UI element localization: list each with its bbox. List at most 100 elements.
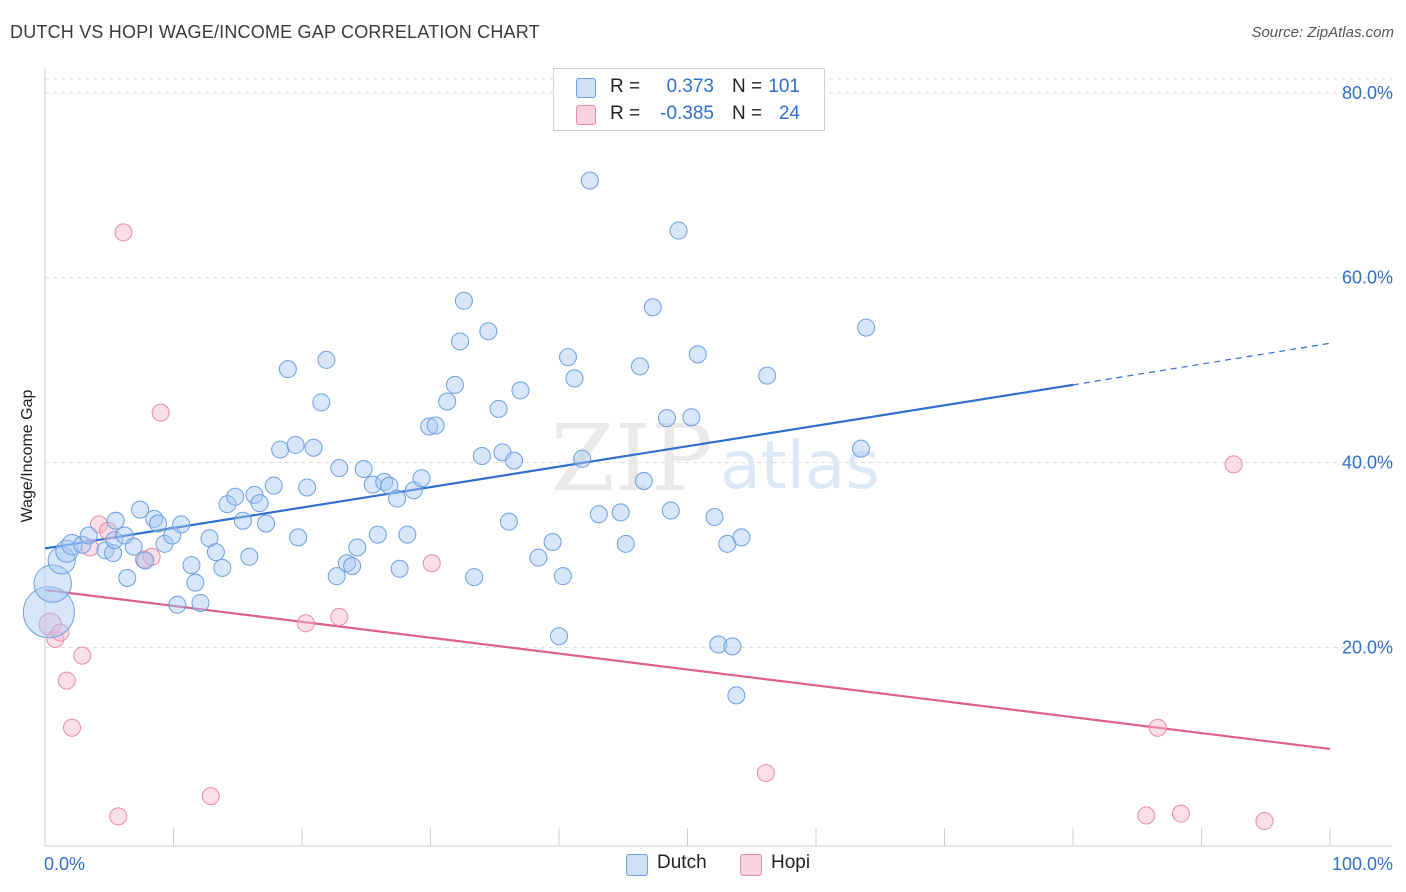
point-dutch [479,322,498,341]
point-dutch [705,508,724,527]
point-hopi [201,787,220,806]
legend-n-label: N = [732,76,763,97]
point-dutch [511,381,530,400]
point-dutch [354,459,373,478]
point-dutch [505,451,524,470]
point-dutch [278,360,297,379]
point-hopi [109,807,128,826]
point-dutch [412,469,431,488]
legend-swatch-dutch [576,78,596,98]
point-dutch [857,318,876,337]
source-label: Source: ZipAtlas.com [1251,24,1394,41]
point-dutch [558,348,577,367]
point-dutch [218,495,237,514]
trend-line-dutch [44,383,1074,550]
point-dutch [106,511,125,530]
point-hopi [98,521,117,540]
point-dutch [375,472,394,491]
point-dutch [451,332,470,351]
watermark-atlas: atlas [720,427,880,504]
point-dutch [213,558,232,577]
y-tick-label: 60.0% [1342,268,1393,288]
point-dutch [124,537,143,556]
point-dutch [289,528,308,547]
point-dutch [368,525,387,544]
point-hopi [1224,455,1243,474]
legend-swatch-hopi [576,105,596,125]
point-hopi [1171,804,1190,823]
x-tick-label: 100.0% [1332,854,1393,874]
point-dutch [643,298,662,317]
point-dutch [611,503,630,522]
bottom-legend-swatch-dutch [626,854,648,876]
point-dutch [131,500,150,519]
point-dutch [304,438,323,457]
point-dutch [104,544,123,563]
point-dutch [426,416,445,435]
point-dutch [343,556,362,575]
point-dutch [472,447,491,466]
point-dutch [182,556,201,575]
point-hopi [73,646,92,665]
legend-n-value: 24 [778,103,800,124]
point-dutch [105,531,124,550]
point-hopi [151,403,170,422]
point-dutch [390,559,409,578]
point-dutch [172,515,191,534]
point-dutch [317,350,336,369]
data-points [22,171,1274,831]
point-dutch [226,487,245,506]
point-hopi [296,614,315,633]
point-dutch [543,532,562,551]
point-dutch [186,573,205,592]
point-hopi [756,763,775,782]
point-dutch [330,459,349,478]
point-dutch [723,637,742,656]
point-dutch [580,171,599,190]
point-dutch [851,439,870,458]
point-dutch [312,393,331,412]
point-dutch [688,345,707,364]
point-dutch [327,567,346,586]
point-dutch [240,547,259,566]
point-dutch [634,471,653,490]
point-hopi [1137,806,1156,825]
point-hopi [1255,812,1274,831]
watermark: ZIP atlas [551,405,880,512]
legend-r-value: 0.373 [666,76,714,97]
point-dutch [55,539,79,563]
point-dutch [348,538,367,557]
point-dutch [529,548,548,567]
point-dutch [661,501,680,520]
point-dutch [191,593,210,612]
axes [44,68,1392,847]
trend-lines [44,342,1331,751]
watermark-zip: ZIP [551,405,713,512]
y-axis-title: Wage/Income Gap [19,389,36,523]
point-dutch [271,440,290,459]
legend-row-hopi: R = -0.385 N = 24 [554,101,824,127]
point-dutch [669,221,688,240]
point-dutch [286,435,305,454]
point-dutch [489,399,508,418]
point-dutch [264,476,283,495]
point-dutch [630,357,649,376]
x-tick-label: 0.0% [44,854,85,874]
point-dutch [118,569,137,588]
point-dutch [79,526,98,545]
point-dutch [149,514,168,533]
trend-line-extension-dutch [1072,342,1331,386]
legend-n-value: 101 [768,76,800,97]
point-dutch [465,568,484,587]
point-dutch [499,512,518,531]
point-dutch [438,392,457,411]
point-dutch [420,417,439,436]
point-dutch [565,369,584,388]
y-tick-label: 40.0% [1342,453,1393,473]
legend-r-value: -0.385 [660,103,714,124]
point-dutch [589,505,608,524]
point-dutch [388,489,407,508]
y-tick-label: 80.0% [1342,83,1393,103]
y-tick-label: 20.0% [1342,637,1393,657]
